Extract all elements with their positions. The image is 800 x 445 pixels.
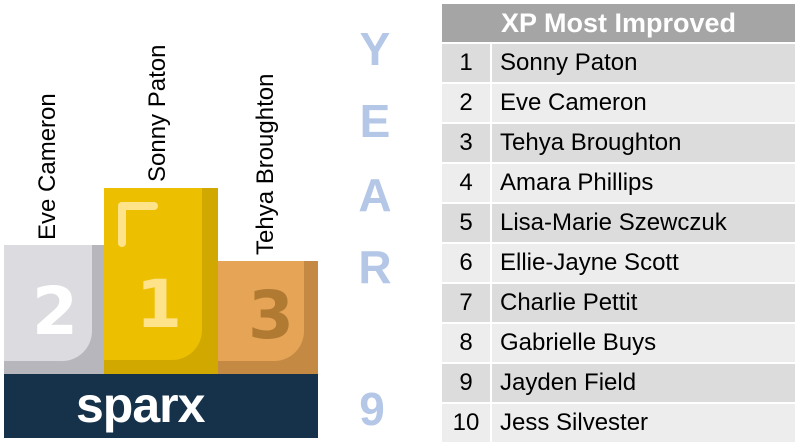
name-cell: Amara Phillips [492, 164, 795, 202]
rank-cell: 5 [442, 204, 492, 242]
first-place-block: 1 [104, 188, 218, 374]
first-place-name: Sonny Paton [144, 44, 171, 182]
rank-cell: 7 [442, 284, 492, 322]
name-cell: Sonny Paton [492, 44, 795, 82]
rank-cell: 3 [442, 124, 492, 162]
name-cell: Tehya Broughton [492, 124, 795, 162]
table-row: 10 Jess Silvester [442, 404, 795, 442]
rank-cell: 4 [442, 164, 492, 202]
table-row: 3 Tehya Broughton [442, 124, 795, 162]
rank-cell: 6 [442, 244, 492, 282]
sparx-logo: sparx [76, 377, 205, 433]
name-cell: Charlie Pettit [492, 284, 795, 322]
rank-cell: 9 [442, 364, 492, 402]
table-row: 4 Amara Phillips [442, 164, 795, 202]
table-row: 8 Gabrielle Buys [442, 324, 795, 362]
name-cell: Ellie-Jayne Scott [492, 244, 795, 282]
rank-cell: 10 [442, 404, 492, 442]
name-cell: Lisa-Marie Szewczuk [492, 204, 795, 242]
table-row: 9 Jayden Field [442, 364, 795, 402]
third-place-block: 3 [218, 261, 318, 374]
third-place-name: Tehya Broughton [252, 73, 279, 255]
table-row: 1 Sonny Paton [442, 44, 795, 82]
second-place-block: 2 [4, 245, 104, 374]
place-one-digit: 1 [136, 266, 182, 343]
name-cell: Jess Silvester [492, 404, 795, 442]
place-two-digit: 2 [32, 273, 78, 350]
rank-cell: 1 [442, 44, 492, 82]
most-improved-table: XP Most Improved 1 Sonny Paton 2 Eve Camero… [442, 2, 795, 444]
name-cell: Eve Cameron [492, 84, 795, 122]
table-row: 5 Lisa-Marie Szewczuk [442, 204, 795, 242]
name-cell: Jayden Field [492, 364, 795, 402]
table-title: XP Most Improved [442, 4, 795, 42]
second-place-name: Eve Cameron [34, 93, 61, 240]
table-row: 2 Eve Cameron [442, 84, 795, 122]
year-letter: E [359, 95, 391, 147]
table-row: 7 Charlie Pettit [442, 284, 795, 322]
rank-cell: 8 [442, 324, 492, 362]
name-cell: Gabrielle Buys [492, 324, 795, 362]
year-number: 9 [359, 383, 385, 435]
sparx-logo-bar: sparx [4, 374, 318, 438]
table-row: 6 Ellie-Jayne Scott [442, 244, 795, 282]
year-letter: R [358, 241, 392, 293]
rank-cell: 2 [442, 84, 492, 122]
year-letter: A [358, 169, 392, 221]
place-three-digit: 3 [248, 277, 294, 354]
year-letter: Y [359, 23, 391, 75]
